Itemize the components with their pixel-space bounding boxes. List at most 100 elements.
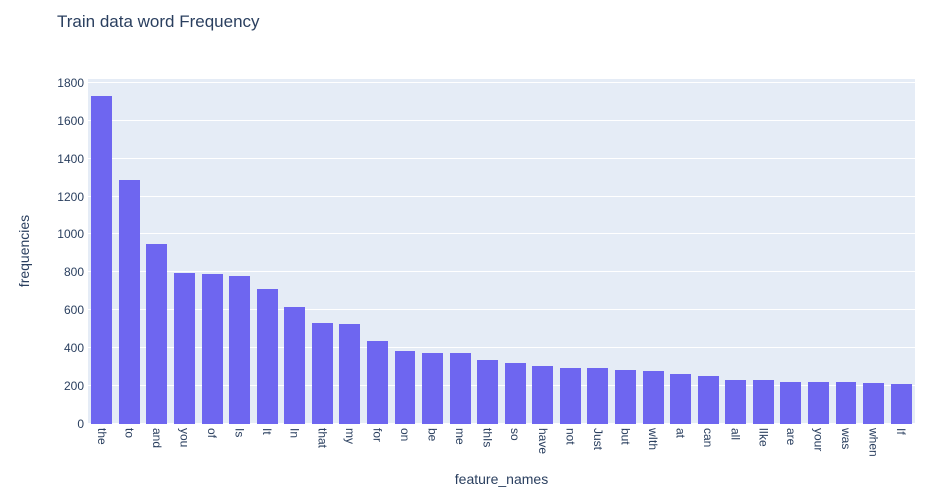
x-tick-label: of (205, 428, 220, 439)
bar-slot (336, 79, 364, 424)
bar-on[interactable] (394, 351, 416, 424)
bar-my[interactable] (339, 323, 361, 424)
x-tick-label: to (122, 428, 137, 439)
y-tick-label: 800 (63, 265, 84, 280)
x-tick-slot: lIke (750, 428, 778, 470)
x-tick-label: but (618, 428, 633, 445)
bar-Just[interactable] (587, 368, 609, 424)
x-tick-slot: be (419, 428, 447, 470)
x-tick-label: so (508, 428, 523, 441)
bar-slot (226, 79, 254, 424)
gridline (88, 423, 915, 424)
x-tick-label: that (315, 428, 330, 449)
bar-slot (805, 79, 833, 424)
x-tick-label: can (701, 428, 716, 448)
plot-area (88, 79, 915, 424)
x-tick-label: lIke (756, 428, 771, 447)
bar-Is[interactable] (229, 276, 251, 424)
bar-and[interactable] (146, 243, 168, 424)
bar-so[interactable] (504, 362, 526, 424)
x-tick-slot: for (364, 428, 392, 470)
bar-have[interactable] (532, 365, 554, 424)
x-tick-label: you (177, 428, 192, 448)
bar-slot (777, 79, 805, 424)
y-tick-label: 1000 (57, 227, 84, 242)
x-tick-slot: wIth (639, 428, 667, 470)
bar-can[interactable] (697, 376, 719, 424)
x-tick-slot: but (612, 428, 640, 470)
x-axis-ticks: the to and you of Is It In that my for on be me thIs so… (88, 428, 915, 470)
x-tick-label: me (453, 428, 468, 445)
gridline (88, 385, 915, 387)
bar-but[interactable] (615, 370, 636, 424)
x-tick-slot: on (391, 428, 419, 470)
gridline (88, 271, 915, 273)
bar-slot (887, 79, 915, 424)
x-tick-slot: not (557, 428, 585, 470)
bar-slot (832, 79, 860, 424)
gridline (88, 233, 915, 235)
x-tick-label: Just (590, 428, 605, 451)
bar-you[interactable] (174, 273, 195, 424)
bar-me[interactable] (449, 353, 471, 424)
bar-slot (501, 79, 529, 424)
y-tick-label: 200 (63, 379, 84, 394)
bar-If[interactable] (890, 384, 912, 424)
y-tick-label: 0 (77, 417, 84, 431)
bar-when[interactable] (863, 382, 884, 424)
bars-layer (88, 79, 915, 424)
x-tick-label: was (838, 428, 853, 450)
x-tick-label: be (425, 428, 440, 442)
bar-slot (529, 79, 557, 424)
bar-not[interactable] (559, 367, 581, 424)
x-tick-slot: If (887, 428, 915, 470)
x-tick-slot: Is (226, 428, 254, 470)
bar-your[interactable] (807, 381, 829, 424)
gridline (88, 81, 915, 83)
bar-slot (116, 79, 144, 424)
bar-slot (419, 79, 447, 424)
bar-slot (639, 79, 667, 424)
bar-are[interactable] (780, 381, 802, 424)
x-tick-label: all (728, 428, 743, 441)
x-tick-slot: can (694, 428, 722, 470)
y-tick-label: 400 (63, 341, 84, 356)
bar-was[interactable] (835, 382, 857, 424)
bar-slot (309, 79, 337, 424)
bar-slot (143, 79, 171, 424)
bar-all[interactable] (725, 379, 747, 424)
bar-thIs[interactable] (477, 359, 499, 424)
bar-at[interactable] (670, 373, 692, 424)
chart-title: Train data word Frequency (57, 12, 260, 31)
bar-wIth[interactable] (642, 370, 664, 424)
gridline (88, 309, 915, 311)
bar-lIke[interactable] (752, 379, 774, 424)
bar-the[interactable] (91, 96, 113, 424)
x-tick-label: when (866, 428, 881, 457)
bar-slot (694, 79, 722, 424)
bar-slot (281, 79, 309, 424)
bar-for[interactable] (366, 341, 388, 424)
bar-slot (750, 79, 778, 424)
x-tick-label: It (260, 428, 275, 435)
bar-that[interactable] (311, 323, 333, 424)
x-tick-slot: the (88, 428, 116, 470)
x-tick-label: Is (232, 428, 247, 438)
x-tick-slot: It (253, 428, 281, 470)
y-axis-ticks: 0 200 400 600 800 1000 1200 1400 1600 1800 (0, 75, 84, 431)
x-tick-slot: my (336, 428, 364, 470)
x-tick-slot: all (722, 428, 750, 470)
bar-of[interactable] (201, 274, 223, 424)
bar-It[interactable] (256, 289, 278, 424)
bar-to[interactable] (118, 180, 140, 424)
x-tick-label: your (811, 428, 826, 452)
y-tick-label: 1800 (57, 75, 84, 90)
bar-slot (88, 79, 116, 424)
bar-slot (474, 79, 502, 424)
x-tick-label: have (535, 428, 550, 455)
x-tick-label: In (287, 428, 302, 439)
bar-be[interactable] (422, 352, 443, 424)
bar-In[interactable] (284, 307, 306, 424)
bar-slot (722, 79, 750, 424)
